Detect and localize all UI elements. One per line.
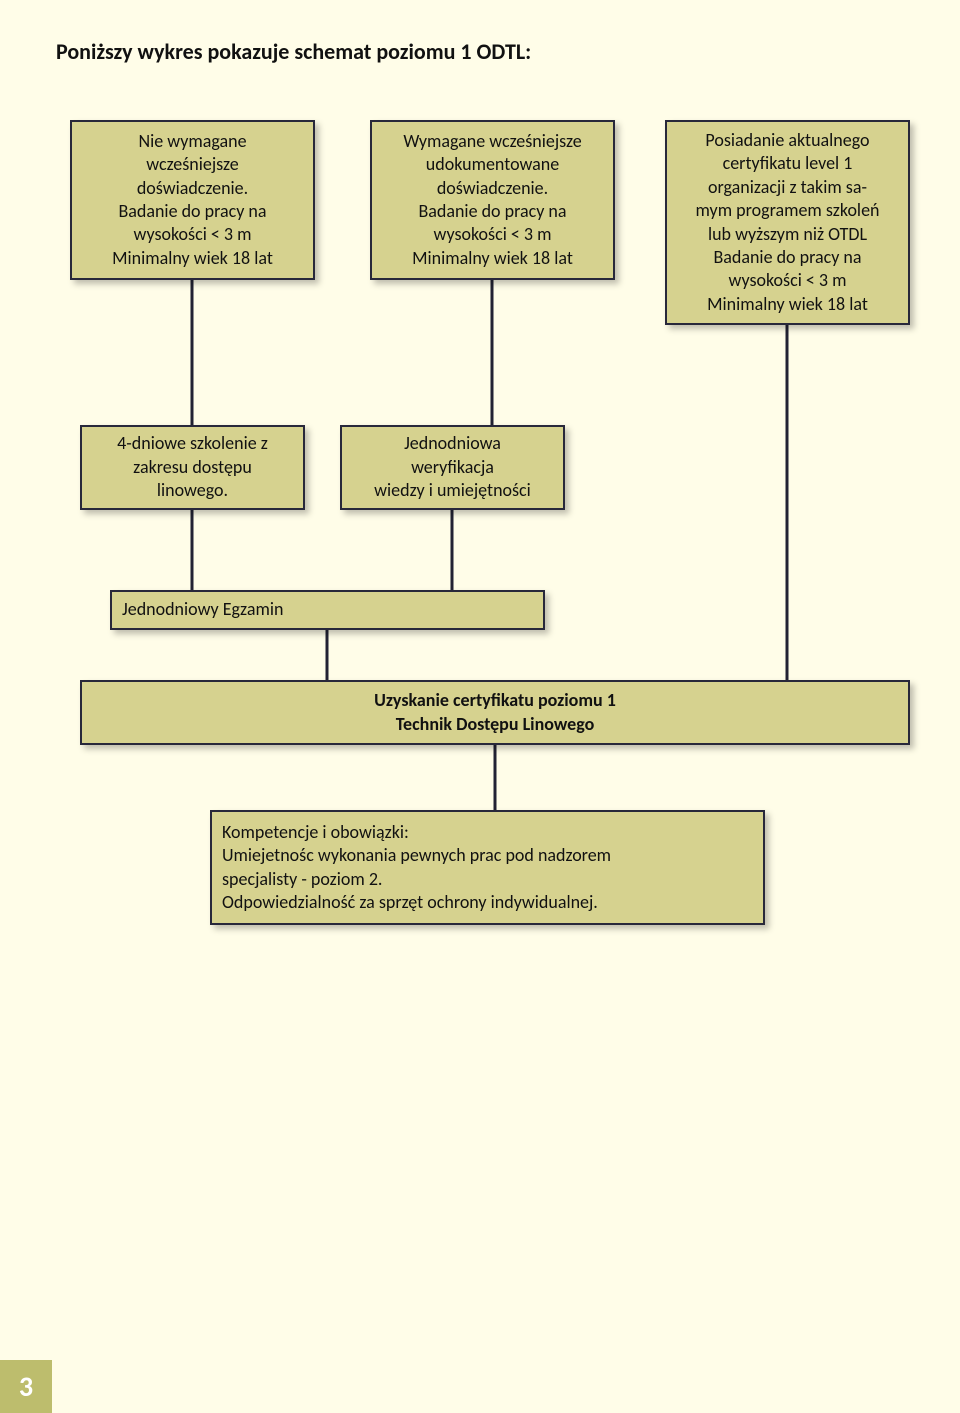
node-4day-training: 4-dniowe szkolenie zzakresu dostępulinow…: [80, 425, 305, 510]
node-has-cert: Posiadanie aktualnegocertyfikatu level 1…: [665, 120, 910, 325]
node-1day-verification: Jednodniowaweryfikacjawiedzy i umiejętno…: [340, 425, 565, 510]
node-1day-exam: Jednodniowy Egzamin: [110, 590, 545, 630]
page-number-badge: 3: [0, 1360, 52, 1413]
diagram-title: Poniższy wykres pokazuje schemat poziomu…: [56, 38, 531, 65]
node-certificate-level1: Uzyskanie certyfikatu poziomu 1Technik D…: [80, 680, 910, 745]
node-no-experience: Nie wymaganewcześniejszedoświadczenie.Ba…: [70, 120, 315, 280]
node-documented-exp: Wymagane wcześniejszeudokumentowanedoświ…: [370, 120, 615, 280]
node-competencies: Kompetencje i obowiązki:Umiejetnośc wyko…: [210, 810, 765, 925]
